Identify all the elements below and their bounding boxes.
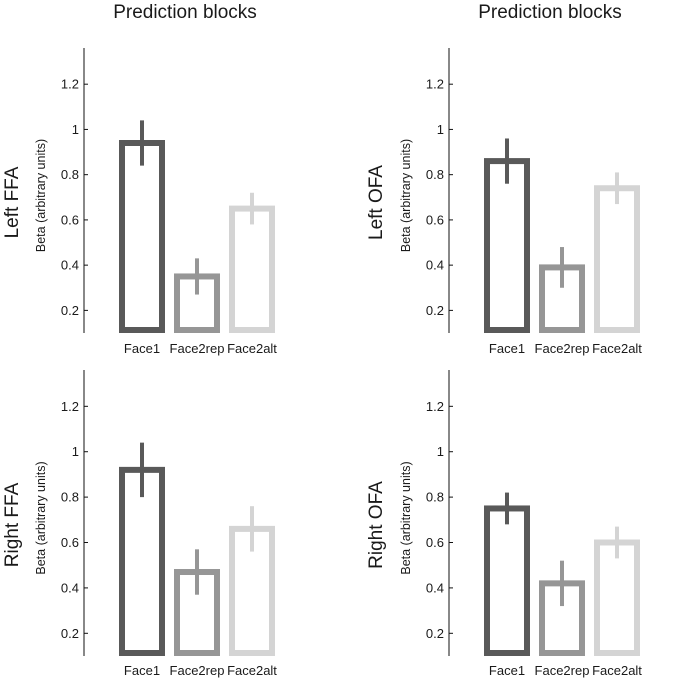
y-tick-label: 1.2 [61, 399, 79, 414]
row-label: Left OFA [366, 165, 387, 240]
y-tick-label: 0.8 [61, 490, 79, 505]
category-label: Face2rep [170, 341, 225, 356]
y-tick-label: 0.2 [426, 626, 444, 641]
row-label: Right OFA [366, 481, 387, 569]
category-label: Face1 [489, 663, 525, 678]
y-tick-label: 1 [72, 444, 79, 459]
y-tick-label: 1.2 [426, 77, 444, 92]
row-label: Left FFA [2, 166, 23, 238]
category-label: Face2alt [592, 341, 642, 356]
bar-face2alt [594, 185, 640, 333]
y-tick-label: 0.2 [426, 303, 444, 318]
category-label: Face2rep [170, 663, 225, 678]
y-tick-label: 0.4 [426, 258, 444, 273]
panels: Left FFA Beta (arbitrary units) 0.2 0.4 0.6 0… [2, 48, 642, 678]
y-tick-label: 0.6 [61, 535, 79, 550]
column-title-left: Prediction blocks [113, 2, 257, 23]
chart-panel: Right OFA Beta (arbitrary units) 0.2 0.4 0.6… [366, 370, 642, 678]
y-tick-label: 0.4 [61, 580, 79, 595]
y-axis-label: Beta (arbitrary units) [34, 139, 48, 252]
bar-face1 [484, 505, 530, 657]
y-axis-label: Beta (arbitrary units) [34, 461, 48, 574]
row-label: Right FFA [2, 482, 23, 567]
y-tick-label: 0.8 [61, 167, 79, 182]
y-tick-label: 0.4 [61, 258, 79, 273]
y-tick-label: 0.2 [61, 303, 79, 318]
y-tick-label: 1 [437, 444, 444, 459]
bar-face1 [484, 158, 530, 333]
category-label: Face2alt [227, 663, 277, 678]
y-axis-label: Beta (arbitrary units) [399, 461, 413, 574]
chart-panel: Right FFA Beta (arbitrary units) 0.2 0.4 0.6… [2, 370, 277, 678]
y-tick-label: 0.8 [426, 490, 444, 505]
y-tick-label: 1 [437, 122, 444, 137]
bar-face2alt [594, 539, 640, 656]
category-label: Face2alt [592, 663, 642, 678]
y-tick-label: 1.2 [61, 77, 79, 92]
y-tick-label: 0.6 [61, 212, 79, 227]
y-tick-label: 0.8 [426, 167, 444, 182]
y-tick-label: 0.2 [61, 626, 79, 641]
y-tick-label: 1 [72, 122, 79, 137]
category-label: Face1 [124, 341, 160, 356]
category-label: Face1 [489, 341, 525, 356]
category-label: Face1 [124, 663, 160, 678]
column-title-right: Prediction blocks [478, 2, 622, 23]
y-axis-label: Beta (arbitrary units) [399, 139, 413, 252]
y-tick-label: 0.6 [426, 212, 444, 227]
bar-face1 [119, 140, 165, 333]
category-label: Face2alt [227, 341, 277, 356]
bar-face2alt [229, 205, 275, 334]
chart-panel: Left OFA Beta (arbitrary units) 0.2 0.4 0.6 0… [366, 48, 642, 356]
y-tick-label: 0.6 [426, 535, 444, 550]
chart-panel: Left FFA Beta (arbitrary units) 0.2 0.4 0.6 0… [2, 48, 277, 356]
category-label: Face2rep [535, 341, 590, 356]
category-label: Face2rep [535, 663, 590, 678]
bar-face1 [119, 466, 165, 656]
y-tick-label: 0.4 [426, 580, 444, 595]
y-tick-label: 1.2 [426, 399, 444, 414]
